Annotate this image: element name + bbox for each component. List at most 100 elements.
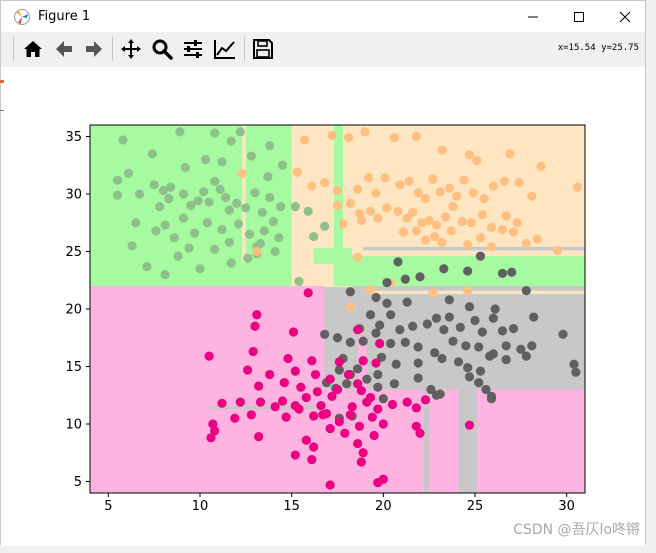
point-gray: [507, 267, 517, 277]
point-gray: [501, 341, 511, 351]
point-pink: [243, 365, 253, 375]
point-pink: [312, 387, 322, 397]
point-green: [232, 198, 242, 208]
point-orange: [448, 202, 458, 212]
point-orange: [428, 288, 438, 298]
point-orange: [463, 240, 473, 250]
point-pink: [369, 430, 379, 441]
point-orange: [472, 156, 482, 166]
point-orange: [398, 227, 409, 237]
x-tick-label: 10: [192, 499, 209, 514]
y-tick-label: 35: [65, 130, 82, 145]
point-green: [309, 231, 319, 242]
point-orange: [444, 183, 454, 193]
zoom-button[interactable]: [149, 36, 175, 62]
point-orange: [345, 302, 355, 312]
point-orange: [488, 181, 498, 191]
point-pink: [255, 397, 266, 407]
minimize-button[interactable]: [511, 1, 555, 32]
forward-button[interactable]: [81, 36, 107, 62]
point-orange: [356, 215, 366, 226]
point-green: [169, 233, 179, 243]
pan-button[interactable]: [118, 36, 144, 62]
point-pink: [265, 369, 275, 380]
point-gray: [448, 336, 458, 346]
point-gray: [474, 342, 484, 352]
point-gray: [558, 329, 568, 339]
point-gray: [435, 389, 445, 399]
point-pink: [248, 346, 258, 357]
configure-subplots-button[interactable]: [180, 36, 206, 62]
configure-subplots-icon: [184, 40, 202, 58]
navigation-toolbar: x=15.54 y=25.75: [1, 32, 645, 68]
point-orange: [332, 185, 343, 196]
decision-region-orange: [368, 290, 585, 295]
point-pink: [316, 401, 326, 411]
point-green: [265, 192, 275, 203]
point-orange: [501, 211, 511, 221]
point-gray: [345, 337, 355, 347]
close-button[interactable]: [603, 1, 647, 32]
point-gray: [391, 359, 401, 369]
point-gray: [521, 351, 531, 361]
point-green: [246, 151, 256, 161]
point-pink: [325, 480, 335, 490]
figure-canvas[interactable]: 5 10 15 20 25 30 5 10 15 20 25 30 35: [1, 67, 645, 546]
point-orange: [552, 245, 563, 255]
point-gray: [481, 384, 491, 395]
point-pink: [270, 402, 280, 412]
point-gray: [486, 394, 497, 404]
toolbar-separator: [13, 37, 14, 61]
point-pink: [325, 374, 335, 384]
point-orange: [431, 220, 442, 230]
point-orange: [413, 188, 423, 198]
point-green: [193, 196, 203, 206]
scatter-plot[interactable]: 5 10 15 20 25 30 5 10 15 20 25 30 35: [1, 67, 645, 546]
home-button[interactable]: [20, 36, 46, 62]
point-gray: [516, 344, 526, 354]
point-green: [160, 269, 170, 280]
point-green: [175, 127, 185, 137]
point-green: [210, 244, 220, 254]
point-pink: [303, 288, 313, 298]
point-pink: [283, 353, 293, 364]
point-gray: [376, 352, 387, 362]
point-gray: [497, 326, 508, 336]
edit-axis-button[interactable]: [212, 36, 238, 62]
point-gray: [393, 257, 403, 267]
point-gray: [371, 292, 381, 303]
point-pink: [230, 413, 240, 423]
point-orange: [365, 284, 376, 295]
point-gray: [375, 320, 385, 330]
point-pink: [208, 419, 218, 429]
back-button[interactable]: [51, 36, 77, 62]
point-gray: [371, 328, 381, 338]
point-green: [265, 141, 275, 151]
point-orange: [466, 218, 476, 228]
point-pink: [310, 369, 321, 380]
maximize-button[interactable]: [557, 1, 601, 32]
point-orange: [380, 173, 390, 183]
point-green: [178, 213, 189, 223]
point-green: [112, 175, 123, 185]
point-green: [112, 190, 123, 200]
point-orange: [527, 191, 537, 201]
point-gray: [342, 379, 352, 389]
point-green: [127, 241, 137, 251]
point-orange: [332, 200, 343, 211]
point-pink: [415, 428, 425, 438]
point-pink: [371, 358, 381, 368]
point-orange: [512, 218, 522, 228]
point-gray: [475, 366, 486, 376]
toolbar-separator: [244, 37, 245, 61]
point-green: [166, 182, 176, 192]
point-pink: [327, 391, 337, 401]
y-tick-label: 5: [74, 475, 82, 490]
point-pink: [353, 379, 363, 389]
save-button[interactable]: [250, 36, 276, 62]
point-pink: [254, 381, 264, 391]
point-gray: [358, 336, 368, 346]
point-pink: [296, 382, 306, 392]
point-gray: [320, 329, 330, 339]
point-gray: [400, 274, 410, 284]
